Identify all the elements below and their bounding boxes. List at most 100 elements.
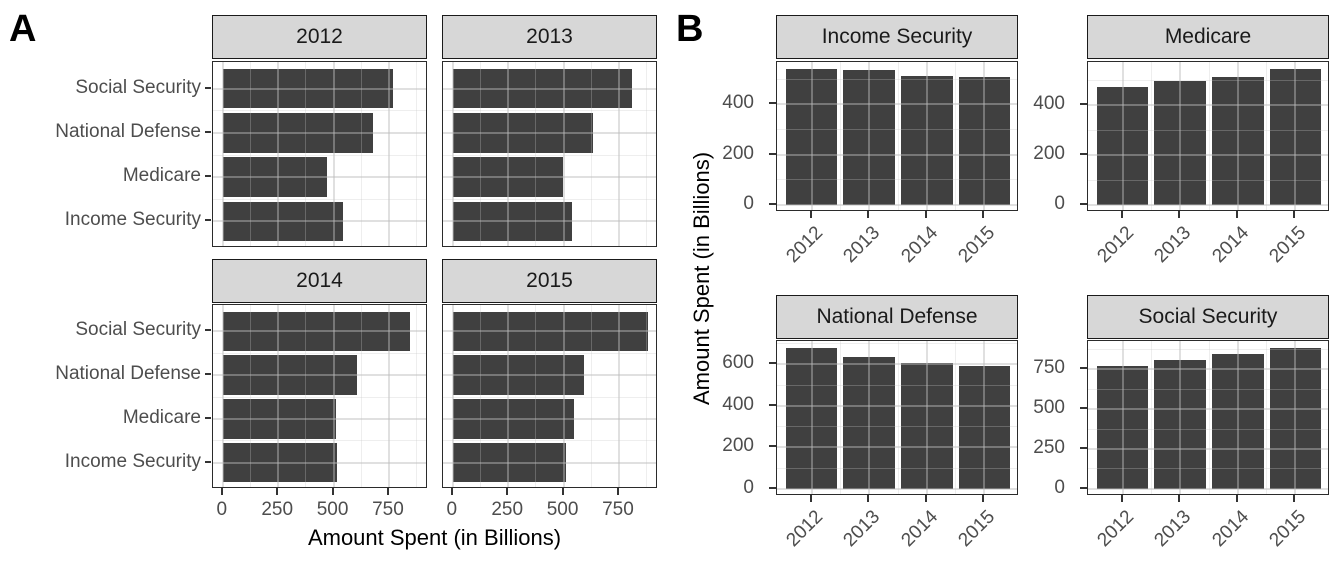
- x-axis-tick-mark: [1235, 495, 1238, 502]
- y-axis-tick-mark: [1080, 203, 1087, 206]
- bar: [452, 112, 594, 153]
- grid-major-h: [777, 103, 1017, 106]
- grid-major-v: [1179, 62, 1182, 210]
- grid-minor-v: [955, 341, 957, 494]
- grid-minor-v: [249, 305, 251, 487]
- panel-b-label: B: [676, 8, 704, 50]
- grid-major-v: [221, 62, 224, 246]
- facet-panel-category-2: [776, 340, 1018, 495]
- y-axis-tick-mark: [769, 362, 776, 365]
- grid-minor-h: [213, 440, 426, 442]
- grid-minor-v: [1266, 341, 1268, 494]
- grid-major-v: [562, 305, 565, 487]
- y-axis-tick-label: 0: [1054, 476, 1065, 498]
- grid-minor-h: [1088, 388, 1328, 390]
- grid-minor-v: [1208, 62, 1210, 210]
- x-axis-tick-mark: [924, 495, 927, 502]
- grid-major-h: [213, 131, 426, 134]
- x-axis-tick-mark: [1178, 211, 1181, 218]
- grid-minor-v: [535, 62, 537, 246]
- grid-minor-h: [1088, 428, 1328, 430]
- grid-major-h: [777, 204, 1017, 207]
- grid-minor-v: [897, 62, 899, 210]
- x-axis-tick-mark: [1120, 211, 1123, 218]
- panel-a-x-axis-title: Amount Spent (in Billions): [307, 525, 562, 550]
- bar: [843, 357, 896, 489]
- bar: [452, 443, 566, 483]
- y-axis-tick-mark: [1080, 407, 1087, 410]
- x-axis-tick-mark: [924, 211, 927, 218]
- grid-major-h: [777, 487, 1017, 490]
- facet-panel-year-2015: [442, 304, 657, 488]
- grid-major-h: [443, 131, 656, 134]
- grid-major-h: [443, 330, 656, 333]
- grid-minor-v: [479, 305, 481, 487]
- grid-major-h: [1088, 204, 1328, 207]
- grid-minor-v: [646, 62, 648, 246]
- grid-major-v: [221, 305, 224, 487]
- bar: [785, 68, 838, 206]
- x-axis-tick-label: 0: [216, 499, 228, 520]
- grid-major-h: [777, 404, 1017, 407]
- x-axis-tick-mark: [1293, 495, 1296, 502]
- grid-minor-v: [839, 62, 841, 210]
- grid-minor-h: [213, 154, 426, 156]
- grid-major-h: [1088, 408, 1328, 411]
- category-axis-label: Social Security: [75, 76, 201, 98]
- grid-minor-h: [443, 110, 656, 112]
- facet-panel-year-2012: [212, 61, 427, 247]
- grid-minor-h: [213, 352, 426, 354]
- grid-major-v: [387, 305, 390, 487]
- x-axis-tick-label: 750: [372, 499, 404, 520]
- category-tick-mark: [205, 460, 211, 463]
- bar: [1269, 348, 1322, 489]
- grid-major-v: [451, 62, 454, 246]
- bar: [222, 311, 411, 351]
- x-axis-tick-mark: [982, 211, 985, 218]
- facet-strip-year-2014: 2014: [212, 259, 427, 303]
- grid-minor-v: [305, 305, 307, 487]
- x-axis-tick-label: 750: [602, 499, 634, 520]
- grid-major-v: [810, 341, 813, 494]
- grid-minor-h: [777, 179, 1017, 181]
- grid-minor-v: [955, 62, 957, 210]
- x-axis-tick-mark: [561, 488, 564, 495]
- category-tick-mark: [205, 130, 211, 133]
- x-axis-tick-mark: [809, 495, 812, 502]
- grid-major-v: [1294, 62, 1297, 210]
- grid-major-v: [332, 62, 335, 246]
- grid-minor-v: [590, 305, 592, 487]
- grid-major-h: [1088, 154, 1328, 157]
- grid-minor-h: [443, 396, 656, 398]
- category-tick-mark: [205, 373, 211, 376]
- bar: [843, 70, 896, 206]
- facet-strip-category-0: Income Security: [776, 15, 1018, 59]
- grid-major-h: [443, 374, 656, 377]
- y-axis-tick-mark: [769, 486, 776, 489]
- x-axis-tick-mark: [450, 488, 453, 495]
- category-axis-label: Income Security: [64, 450, 201, 472]
- x-axis-tick-mark: [1293, 211, 1296, 218]
- grid-minor-h: [777, 426, 1017, 428]
- grid-major-h: [1088, 487, 1328, 490]
- facet-panel-category-3: [1087, 340, 1329, 495]
- y-axis-tick-mark: [1080, 367, 1087, 370]
- y-axis-tick-label: 400: [722, 393, 754, 415]
- grid-major-v: [507, 305, 510, 487]
- facet-strip-year-2015: 2015: [442, 259, 657, 303]
- panel-b-y-axis-title: Amount Spent (in Billions): [689, 151, 714, 405]
- category-axis-label: Income Security: [64, 209, 201, 231]
- grid-major-h: [1088, 104, 1328, 107]
- grid-minor-v: [897, 341, 899, 494]
- y-axis-tick-label: 400: [1033, 93, 1065, 115]
- bar: [222, 112, 373, 153]
- grid-minor-h: [1088, 129, 1328, 131]
- grid-minor-h: [1088, 79, 1328, 81]
- bar: [1096, 87, 1149, 206]
- y-axis-tick-mark: [1080, 486, 1087, 489]
- grid-major-v: [1294, 341, 1297, 494]
- x-axis-tick-label: 250: [261, 499, 294, 520]
- grid-major-v: [562, 62, 565, 246]
- grid-major-v: [1236, 62, 1239, 210]
- bar: [222, 399, 337, 439]
